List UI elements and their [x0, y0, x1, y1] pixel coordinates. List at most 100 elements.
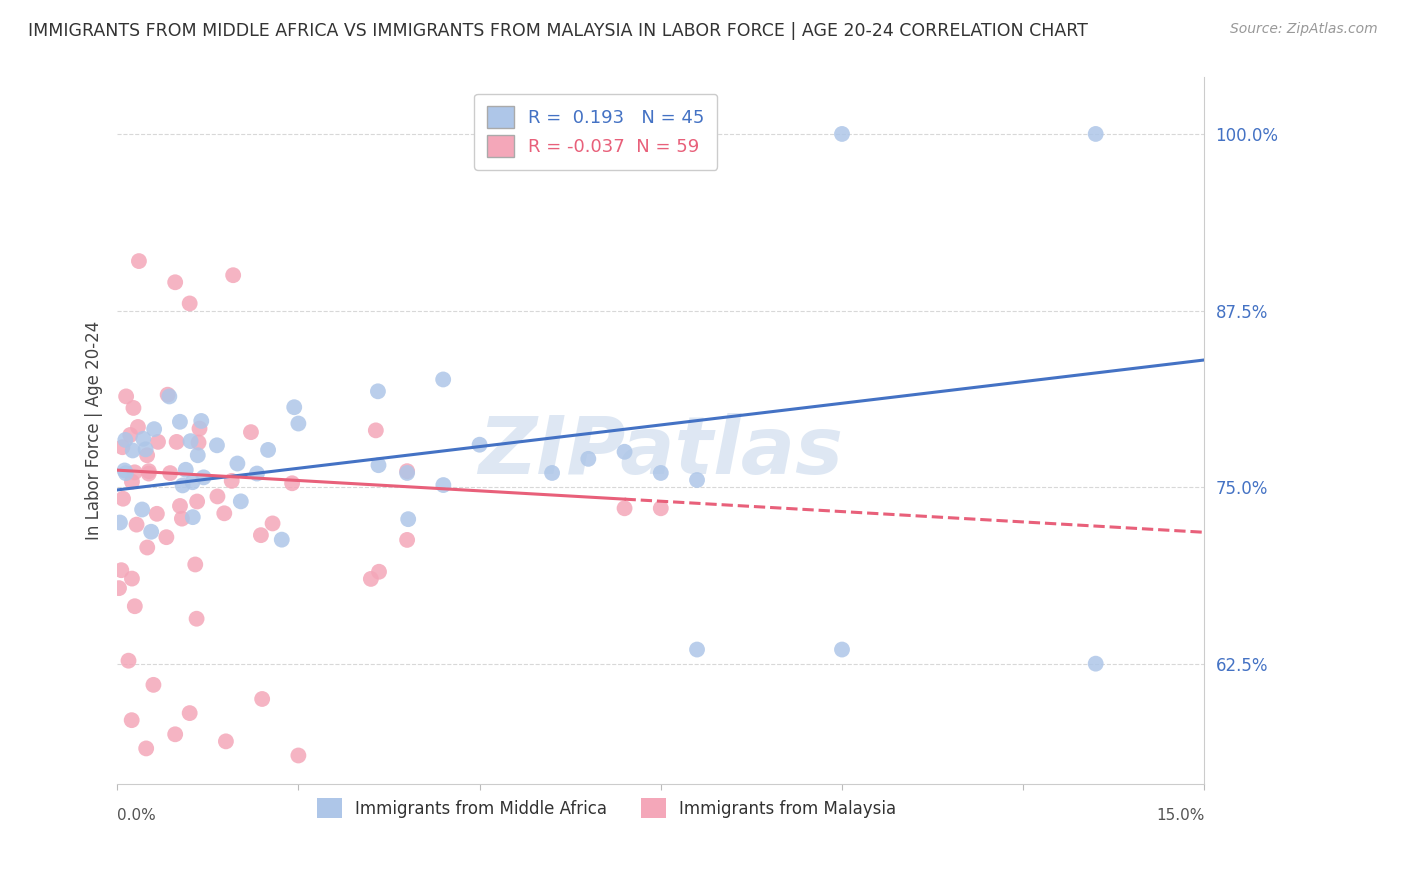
Point [159, 466, 181, 480]
Point [226, 457, 249, 471]
Text: 15.0%: 15.0% [1156, 808, 1205, 823]
Point [239, 425, 262, 439]
Text: 0.0%: 0.0% [117, 808, 156, 823]
Point [112, 491, 135, 506]
Point [186, 494, 208, 508]
Point [146, 434, 169, 449]
Point [124, 599, 146, 614]
Point [188, 422, 211, 436]
Point [246, 467, 269, 481]
Point [186, 612, 208, 626]
Point [117, 654, 139, 668]
Point [114, 433, 136, 447]
Point [114, 466, 136, 480]
Point [143, 422, 166, 436]
Point [205, 438, 228, 452]
Text: IMMIGRANTS FROM MIDDLE AFRICA VS IMMIGRANTS FROM MALAYSIA IN LABOR FORCE | AGE 2: IMMIGRANTS FROM MIDDLE AFRICA VS IMMIGRA… [28, 22, 1088, 40]
Point [541, 466, 564, 480]
Point [214, 506, 236, 520]
Point [181, 475, 204, 490]
Point [131, 502, 153, 516]
Point [613, 444, 636, 458]
Point [215, 734, 238, 748]
Point [138, 464, 160, 478]
Point [169, 415, 191, 429]
Point [1084, 127, 1107, 141]
Point [146, 507, 169, 521]
Point [281, 476, 304, 491]
Point [180, 434, 202, 449]
Point [156, 387, 179, 401]
Point [187, 448, 209, 462]
Point [111, 440, 134, 454]
Point [193, 470, 215, 484]
Point [108, 581, 131, 595]
Point [179, 706, 201, 720]
Point [142, 678, 165, 692]
Point [368, 565, 391, 579]
Point [396, 512, 419, 526]
Point [157, 389, 180, 403]
Point [686, 642, 709, 657]
Point [270, 533, 292, 547]
Point [132, 432, 155, 446]
Text: ZIPatlas: ZIPatlas [478, 413, 844, 491]
Point [141, 524, 163, 539]
Point [127, 420, 149, 434]
Point [222, 268, 245, 283]
Point [686, 473, 709, 487]
Point [120, 428, 142, 442]
Point [250, 692, 273, 706]
Point [124, 465, 146, 479]
Point [360, 572, 382, 586]
Point [138, 467, 160, 481]
Point [262, 516, 284, 531]
Point [432, 478, 454, 492]
Point [155, 530, 177, 544]
Point [136, 448, 159, 462]
Point [831, 642, 853, 657]
Text: Source: ZipAtlas.com: Source: ZipAtlas.com [1230, 22, 1378, 37]
Point [114, 463, 136, 477]
Point [174, 463, 197, 477]
Point [170, 511, 193, 525]
Point [115, 389, 138, 403]
Point [165, 275, 187, 289]
Y-axis label: In Labor Force | Age 20-24: In Labor Force | Age 20-24 [86, 321, 103, 541]
Point [613, 501, 636, 516]
Point [367, 458, 389, 473]
Point [136, 541, 159, 555]
Point [172, 478, 194, 492]
Point [1084, 657, 1107, 671]
Point [184, 558, 207, 572]
Point [229, 494, 252, 508]
Point [650, 501, 672, 516]
Point [121, 443, 143, 458]
Point [396, 533, 419, 547]
Point [181, 510, 204, 524]
Point [187, 435, 209, 450]
Legend: Immigrants from Middle Africa, Immigrants from Malaysia: Immigrants from Middle Africa, Immigrant… [311, 791, 903, 825]
Point [166, 434, 188, 449]
Point [287, 748, 309, 763]
Point [121, 475, 143, 489]
Point [367, 384, 389, 399]
Point [121, 713, 143, 727]
Point [121, 572, 143, 586]
Point [110, 563, 132, 577]
Point [190, 414, 212, 428]
Point [283, 401, 305, 415]
Point [122, 401, 145, 415]
Point [432, 372, 454, 386]
Point [179, 296, 201, 310]
Point [250, 528, 273, 542]
Point [468, 438, 491, 452]
Point [135, 741, 157, 756]
Point [221, 474, 243, 488]
Point [165, 727, 187, 741]
Point [576, 451, 599, 466]
Point [207, 490, 229, 504]
Point [169, 499, 191, 513]
Point [108, 516, 131, 530]
Point [364, 423, 387, 437]
